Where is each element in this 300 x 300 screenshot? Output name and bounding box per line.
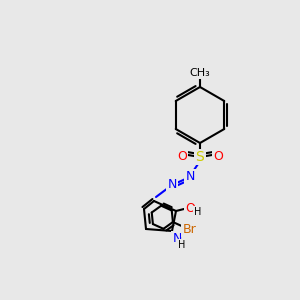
Text: O: O [177,151,187,164]
Text: H: H [194,207,202,217]
Text: Br: Br [182,223,196,236]
Text: S: S [196,150,204,164]
Text: N: N [185,170,195,184]
Text: N: N [172,232,182,245]
Text: O: O [185,202,195,215]
Text: H: H [178,240,186,250]
Text: O: O [213,151,223,164]
Text: N: N [167,178,177,191]
Text: CH₃: CH₃ [190,68,210,78]
